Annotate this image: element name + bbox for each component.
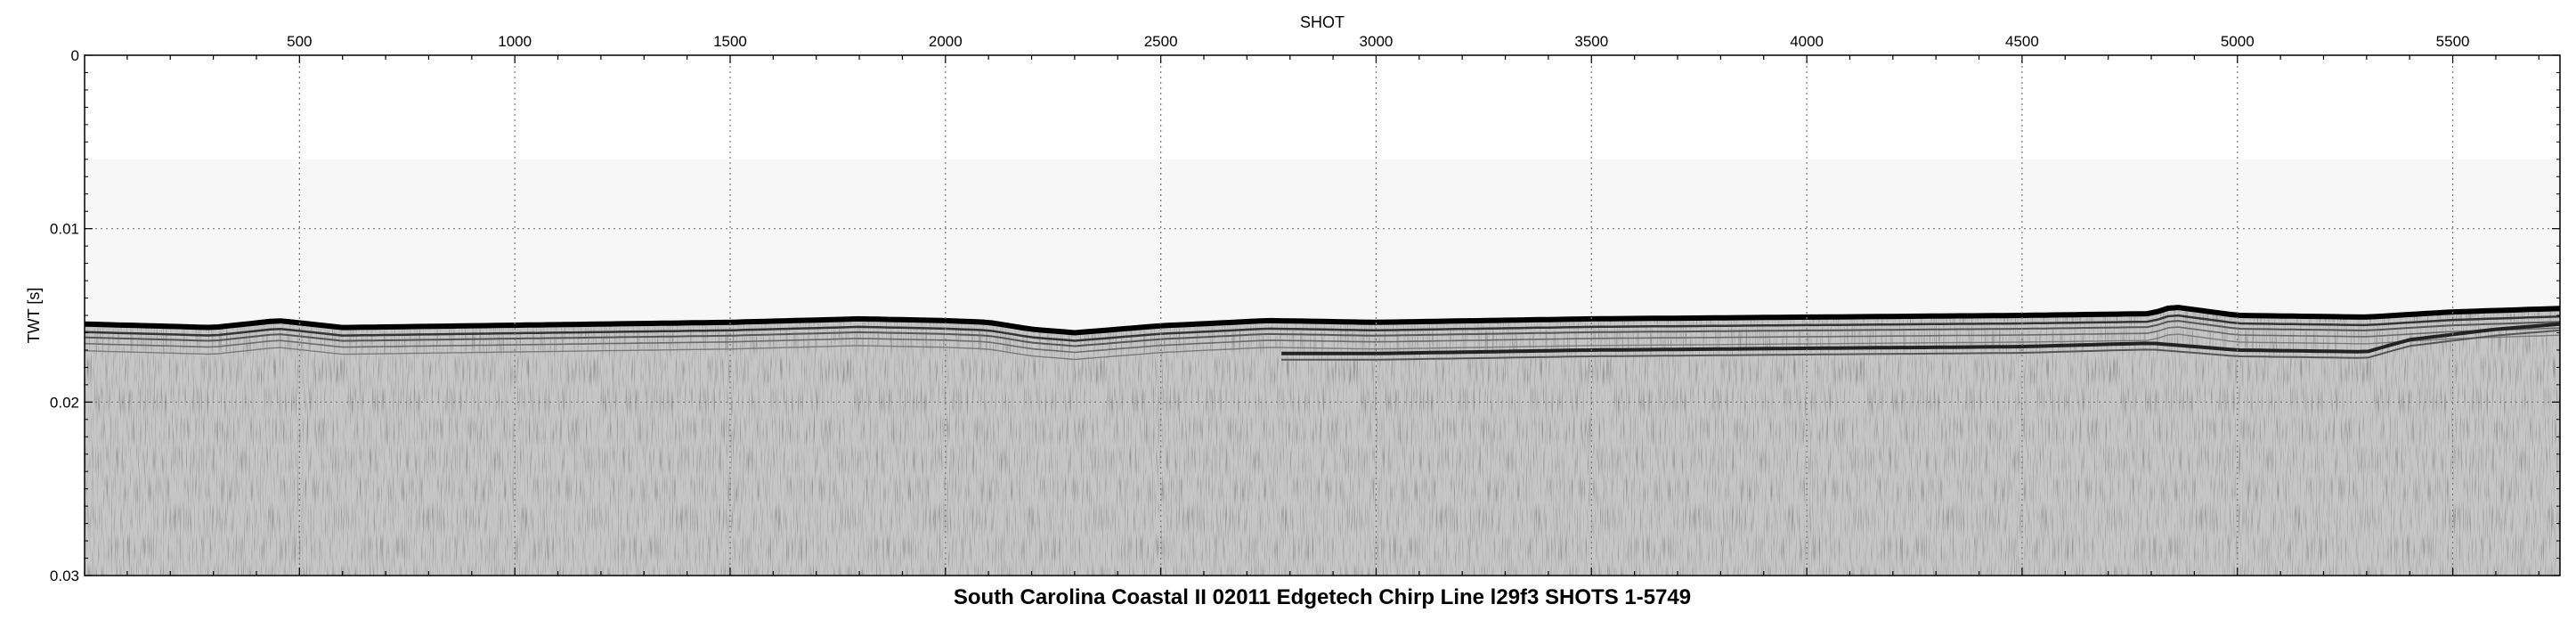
shallow-reflector: [85, 326, 2560, 354]
plot-area: [84, 54, 2561, 576]
y-axis: 0 0.01 0.02 0.03: [50, 47, 2560, 584]
x-axis: 500 1000 1500 2000 2500 3000 3500 4000 4500 5000 5…: [126, 33, 2539, 576]
x-axis-title: SHOT: [1300, 13, 1345, 31]
x-tick-label: 3500: [1574, 33, 1608, 50]
y-tick-label: 0.02: [50, 394, 79, 411]
shallow-reflector: [85, 320, 2560, 347]
y-axis-title: TWT [s]: [25, 288, 43, 344]
grid-lines: [85, 55, 2560, 576]
x-tick-label: 4000: [1790, 33, 1824, 50]
seafloor-reflector: [85, 305, 2560, 336]
sediment-texture: [85, 307, 2560, 576]
x-tick-label: 3000: [1360, 33, 1394, 50]
shallow-reflector: [85, 314, 2560, 342]
reflector-layers: [85, 305, 2560, 361]
x-tick-label: 2000: [929, 33, 963, 50]
subbottom-reflector: [1281, 322, 2560, 355]
chart-title: South Carolina Coastal II 02011 Edgetech…: [954, 585, 1691, 609]
y-tick-label: 0.01: [50, 221, 79, 238]
x-tick-label: 5500: [2436, 33, 2470, 50]
x-tick-label: 500: [287, 33, 312, 50]
x-tick-label: 5000: [2221, 33, 2255, 50]
x-tick-label: 1000: [498, 33, 532, 50]
y-tick-label: 0: [71, 47, 79, 64]
x-tick-label: 4500: [2005, 33, 2039, 50]
subbottom-reflector: [1281, 329, 2560, 361]
x-tick-label: 1500: [713, 33, 747, 50]
x-tick-label: 2500: [1144, 33, 1178, 50]
water-column-haze: [85, 159, 2560, 333]
y-tick-label: 0.03: [50, 568, 79, 584]
shallow-reflector: [85, 333, 2560, 361]
